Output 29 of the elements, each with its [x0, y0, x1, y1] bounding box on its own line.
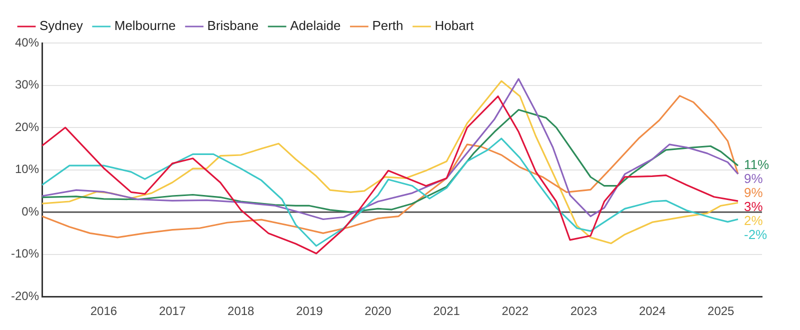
- x-tick-label: 2019: [296, 304, 324, 318]
- x-tick-label: 2020: [364, 304, 392, 318]
- x-tick-label: 2018: [228, 304, 255, 318]
- x-tick-label: 2023: [570, 304, 598, 318]
- x-tick-label: 2022: [502, 304, 529, 318]
- y-tick-label: 20%: [14, 120, 40, 134]
- legend-label: Sydney: [40, 18, 84, 34]
- x-tick-label: 2025: [708, 304, 735, 318]
- y-tick-label: -20%: [11, 288, 40, 303]
- data-label: -2%: [744, 227, 768, 242]
- x-tick-label: 2024: [638, 304, 666, 318]
- legend-label: Perth: [372, 18, 404, 34]
- x-tick-label: 2017: [158, 304, 186, 318]
- data-label: 2%: [744, 213, 764, 228]
- legend-label: Adelaide: [290, 18, 341, 34]
- y-tick-label: 40%: [14, 35, 40, 50]
- data-label: 9%: [744, 171, 764, 186]
- y-tick-label: 10%: [14, 162, 40, 176]
- legend-label: Melbourne: [114, 18, 176, 34]
- data-label: 11%: [744, 157, 770, 172]
- data-label: 3%: [744, 199, 764, 214]
- data-label: 9%: [744, 185, 764, 200]
- legend-label: Brisbane: [207, 18, 259, 34]
- y-tick-label: -10%: [11, 246, 40, 261]
- y-tick-label: 0%: [22, 204, 40, 218]
- legend-label: Hobart: [434, 18, 474, 34]
- x-tick-label: 2016: [90, 304, 118, 318]
- y-tick-label: 30%: [14, 78, 40, 92]
- x-tick-label: 2021: [433, 304, 460, 318]
